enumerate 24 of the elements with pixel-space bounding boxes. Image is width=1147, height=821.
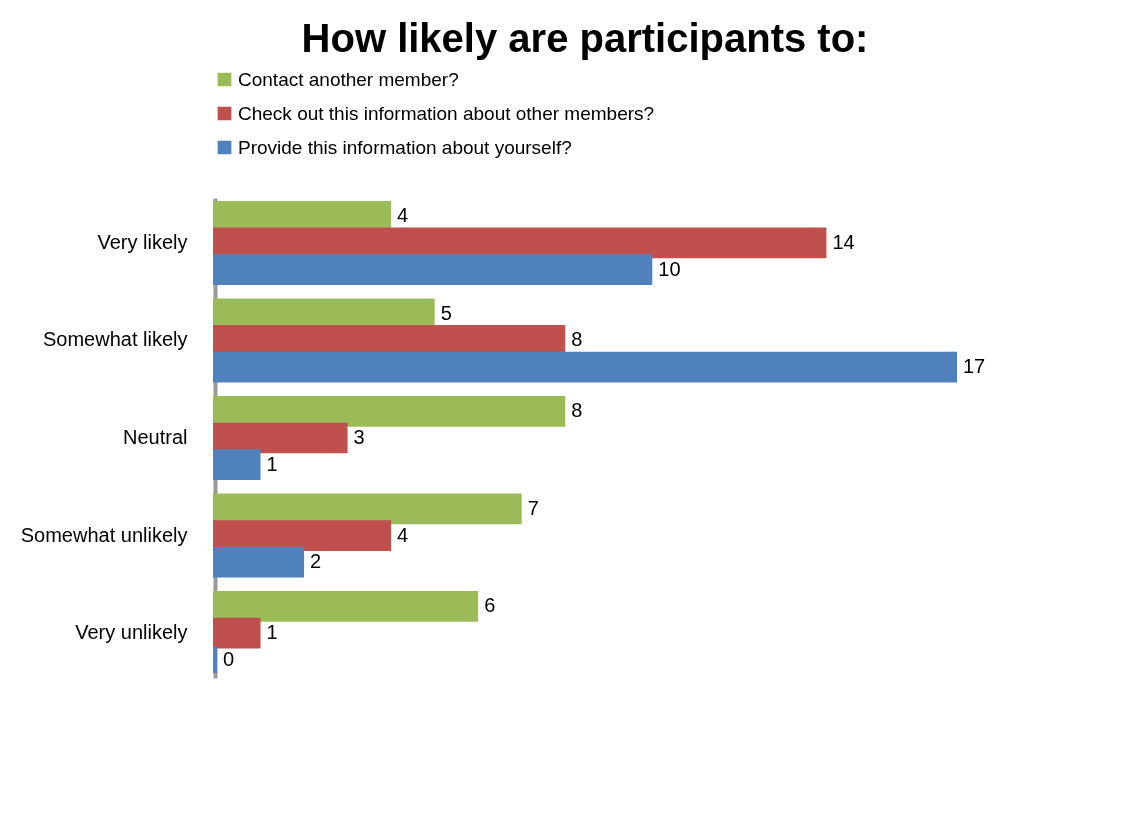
data-label: 1: [266, 621, 278, 644]
data-label: 7: [527, 496, 539, 519]
data-label: 5: [440, 301, 452, 324]
data-label: 1: [266, 452, 278, 475]
legend-label: Provide this information about yourself?: [238, 136, 572, 158]
data-label: 8: [571, 399, 583, 422]
data-label: 10: [658, 257, 681, 280]
data-label: 14: [832, 230, 855, 253]
y-tick-label: Somewhat likely: [42, 328, 188, 351]
y-tick-label: Very unlikely: [75, 621, 188, 644]
data-label: 3: [353, 426, 365, 448]
y-tick-label: Very likely: [97, 230, 188, 253]
data-label: 6: [484, 594, 496, 617]
data-label: 4: [397, 204, 409, 227]
data-label: 17: [963, 355, 986, 378]
data-label: 0: [223, 647, 235, 670]
y-tick-label: Somewhat unlikely: [20, 523, 188, 546]
y-tick-label: Neutral: [123, 426, 188, 448]
data-label: 2: [310, 550, 322, 573]
legend-label: Contact another member?: [238, 68, 459, 90]
legend-label: Check out this information about other members?: [238, 102, 655, 124]
data-label: 8: [571, 328, 583, 351]
data-label: 4: [397, 523, 409, 546]
chart-title: How likely are participants to:: [301, 16, 869, 60]
